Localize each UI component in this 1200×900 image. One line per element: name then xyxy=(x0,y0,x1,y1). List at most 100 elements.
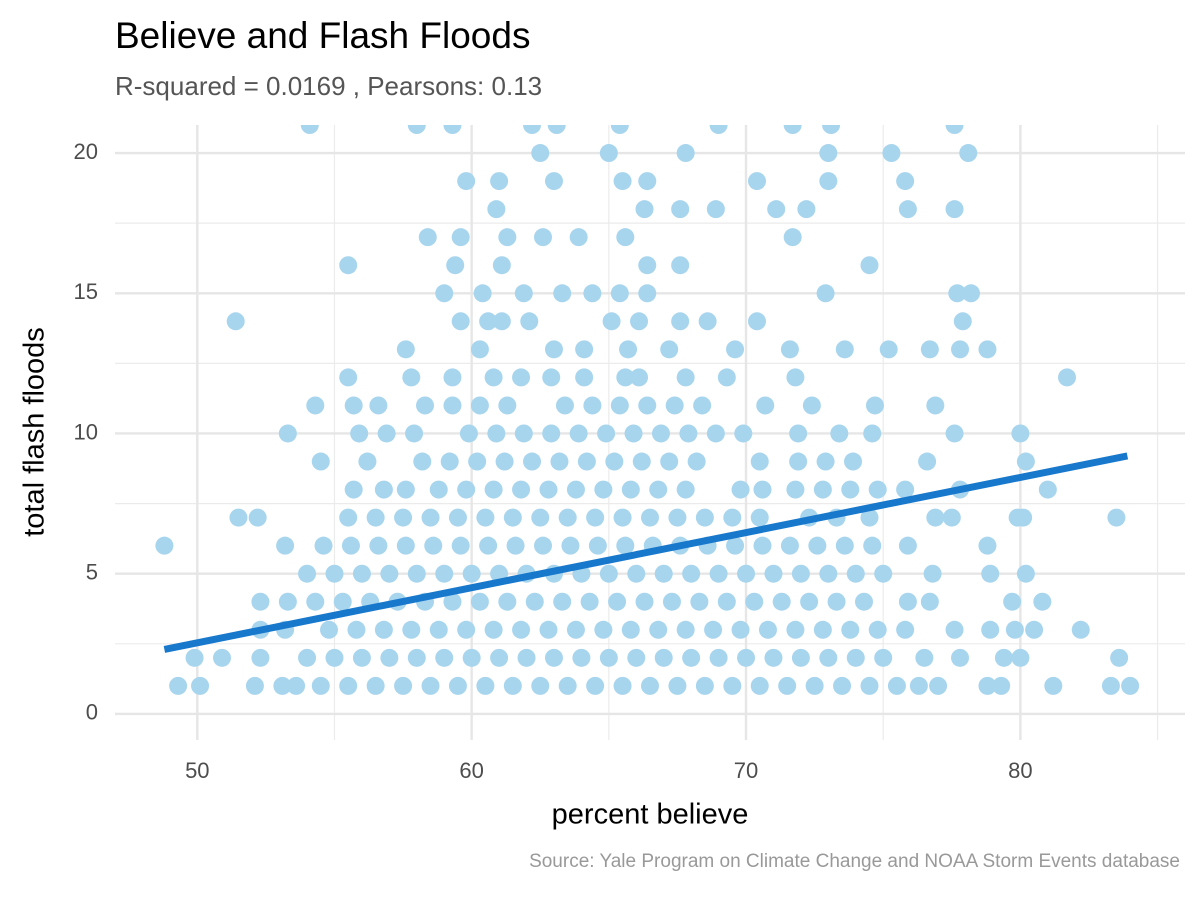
point xyxy=(498,228,517,247)
point xyxy=(981,620,1000,639)
point xyxy=(797,200,816,219)
point xyxy=(380,648,399,667)
point xyxy=(874,648,893,667)
point xyxy=(325,648,344,667)
point xyxy=(213,648,231,667)
point xyxy=(717,592,736,611)
point xyxy=(457,480,476,499)
point xyxy=(709,564,728,583)
point xyxy=(753,536,772,555)
point xyxy=(630,312,649,331)
point xyxy=(778,676,797,695)
point xyxy=(679,424,698,443)
point xyxy=(523,125,542,134)
point xyxy=(470,340,489,359)
point xyxy=(948,284,967,303)
point xyxy=(572,648,591,667)
fit-line xyxy=(163,452,1129,653)
point xyxy=(638,396,657,415)
point xyxy=(641,676,659,695)
point xyxy=(981,564,1000,583)
point xyxy=(786,480,805,499)
point xyxy=(476,676,495,695)
point xyxy=(959,144,978,163)
point xyxy=(418,228,437,247)
point xyxy=(632,452,651,471)
point xyxy=(479,536,498,555)
point xyxy=(945,125,964,134)
point xyxy=(920,592,939,611)
point xyxy=(926,396,945,415)
point xyxy=(844,452,863,471)
point xyxy=(487,424,506,443)
point xyxy=(311,676,330,695)
point xyxy=(413,452,432,471)
point xyxy=(344,480,363,499)
point xyxy=(407,125,426,134)
point xyxy=(287,676,306,695)
point xyxy=(630,368,649,387)
point xyxy=(945,424,964,443)
point xyxy=(756,396,775,415)
point xyxy=(523,452,542,471)
point xyxy=(544,648,563,667)
point xyxy=(887,676,906,695)
point xyxy=(588,536,607,555)
point xyxy=(783,125,802,134)
point xyxy=(624,424,643,443)
point xyxy=(374,620,393,639)
point xyxy=(352,648,371,667)
point xyxy=(734,424,753,443)
point xyxy=(1025,620,1044,639)
point xyxy=(929,676,948,695)
point xyxy=(704,620,723,639)
point xyxy=(951,648,970,667)
point xyxy=(951,340,970,359)
point xyxy=(879,340,898,359)
point xyxy=(512,620,531,639)
point xyxy=(396,536,415,555)
point xyxy=(978,536,997,555)
point xyxy=(726,340,745,359)
point xyxy=(547,125,566,134)
point xyxy=(855,592,873,611)
point xyxy=(550,452,569,471)
point xyxy=(191,676,210,695)
point xyxy=(978,676,997,695)
point xyxy=(868,620,887,639)
point xyxy=(819,144,838,163)
point xyxy=(764,648,783,667)
point xyxy=(369,396,388,415)
point xyxy=(860,256,879,275)
point xyxy=(833,676,852,695)
point xyxy=(896,172,915,191)
point xyxy=(339,368,358,387)
point xyxy=(251,592,270,611)
point xyxy=(764,564,783,583)
point xyxy=(503,508,522,527)
point xyxy=(1011,424,1030,443)
point xyxy=(306,396,325,415)
point xyxy=(819,648,838,667)
point xyxy=(737,564,756,583)
point xyxy=(808,536,827,555)
point xyxy=(531,144,550,163)
point xyxy=(962,284,980,303)
point xyxy=(457,620,476,639)
point xyxy=(665,396,684,415)
point xyxy=(402,620,421,639)
point xyxy=(448,508,467,527)
point xyxy=(610,396,629,415)
point xyxy=(896,480,915,499)
point xyxy=(352,564,371,583)
point xyxy=(443,592,462,611)
point xyxy=(898,200,917,219)
point xyxy=(366,508,385,527)
point xyxy=(492,256,511,275)
point xyxy=(621,620,640,639)
point xyxy=(344,396,363,415)
point xyxy=(830,424,849,443)
point xyxy=(470,396,489,415)
point xyxy=(369,536,388,555)
